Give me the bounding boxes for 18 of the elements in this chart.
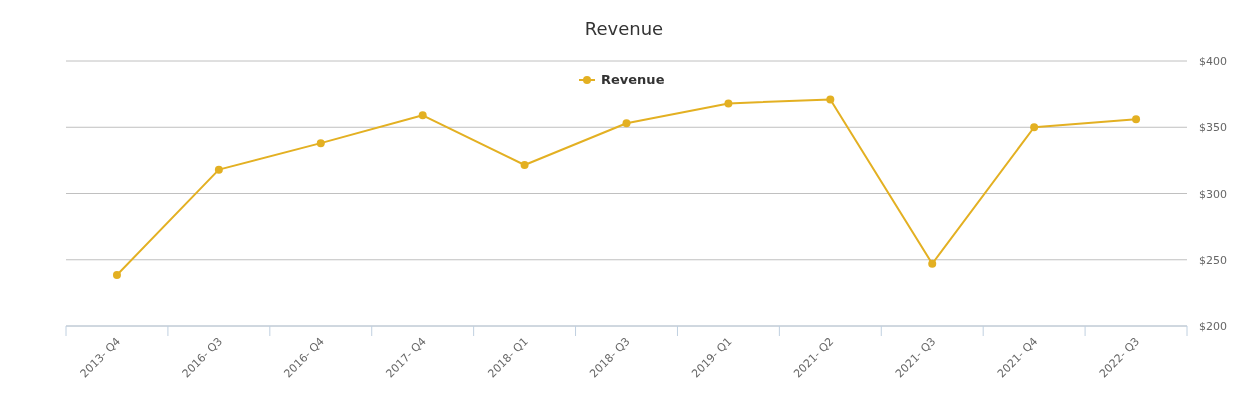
point xyxy=(1030,123,1039,132)
point xyxy=(826,95,835,104)
point xyxy=(928,259,937,268)
point xyxy=(316,139,325,148)
point xyxy=(520,161,529,170)
y-tick-label: $350 xyxy=(1199,121,1227,135)
chart-title: Revenue xyxy=(584,18,664,39)
y-tick-label: $400 xyxy=(1199,55,1227,68)
y-tick-label: $250 xyxy=(1199,253,1227,267)
y-tick-label: $200 xyxy=(1199,320,1227,333)
point xyxy=(622,119,631,128)
y-tick-label: $300 xyxy=(1199,187,1227,201)
point xyxy=(418,111,427,120)
point xyxy=(214,165,223,174)
point xyxy=(112,270,121,279)
legend-label: Revenue xyxy=(601,72,665,87)
point xyxy=(1132,115,1141,124)
point xyxy=(724,99,733,108)
